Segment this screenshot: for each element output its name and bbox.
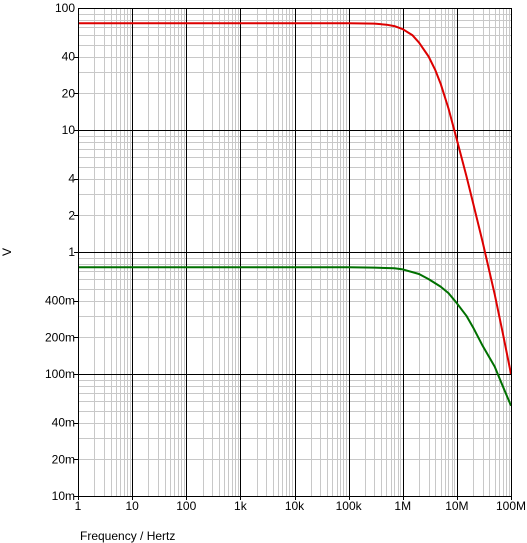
series-line-1: [78, 22, 512, 375]
y-tick-label: 1: [68, 245, 75, 259]
x-axis-label: Frequency / Hertz: [80, 529, 175, 543]
series-line-2: [78, 266, 512, 407]
y-tick-label: 200m: [45, 330, 75, 344]
y-tick-label: 400m: [45, 294, 75, 308]
x-tick-label: 1M: [394, 499, 411, 513]
x-tick-label: 1: [75, 499, 82, 513]
x-tick-label: 10: [125, 499, 139, 513]
y-tick-label: 10m: [52, 489, 75, 503]
y-tick-label: 100m: [45, 367, 75, 381]
y-tick-labels: 100 40 20 10 4 2 1 400m 200m 100m 40m 20m 10m: [45, 1, 75, 503]
x-tick-label: 100M: [496, 499, 526, 513]
x-tick-label: 1k: [234, 499, 248, 513]
x-tick-label: 10k: [285, 499, 305, 513]
y-tick-label: 4: [68, 172, 75, 186]
x-tick-label: 100: [176, 499, 196, 513]
y-tick-label: 10: [62, 123, 76, 137]
y-tick-label: 40m: [52, 416, 75, 430]
x-tick-labels: 1 10 100 1k 10k 100k 1M 10M 100M: [75, 499, 526, 513]
plot-area-frame: [78, 8, 512, 497]
x-tick-label: 100k: [336, 499, 363, 513]
y-axis-label: V: [0, 248, 14, 256]
y-tick-label: 20: [62, 86, 76, 100]
series-layer: [78, 22, 512, 407]
y-tick-label: 20m: [52, 452, 75, 466]
y-tick-label: 100: [55, 1, 75, 15]
y-tick-label: 2: [68, 208, 75, 222]
x-tick-label: 10M: [445, 499, 468, 513]
y-tick-label: 40: [62, 50, 76, 64]
